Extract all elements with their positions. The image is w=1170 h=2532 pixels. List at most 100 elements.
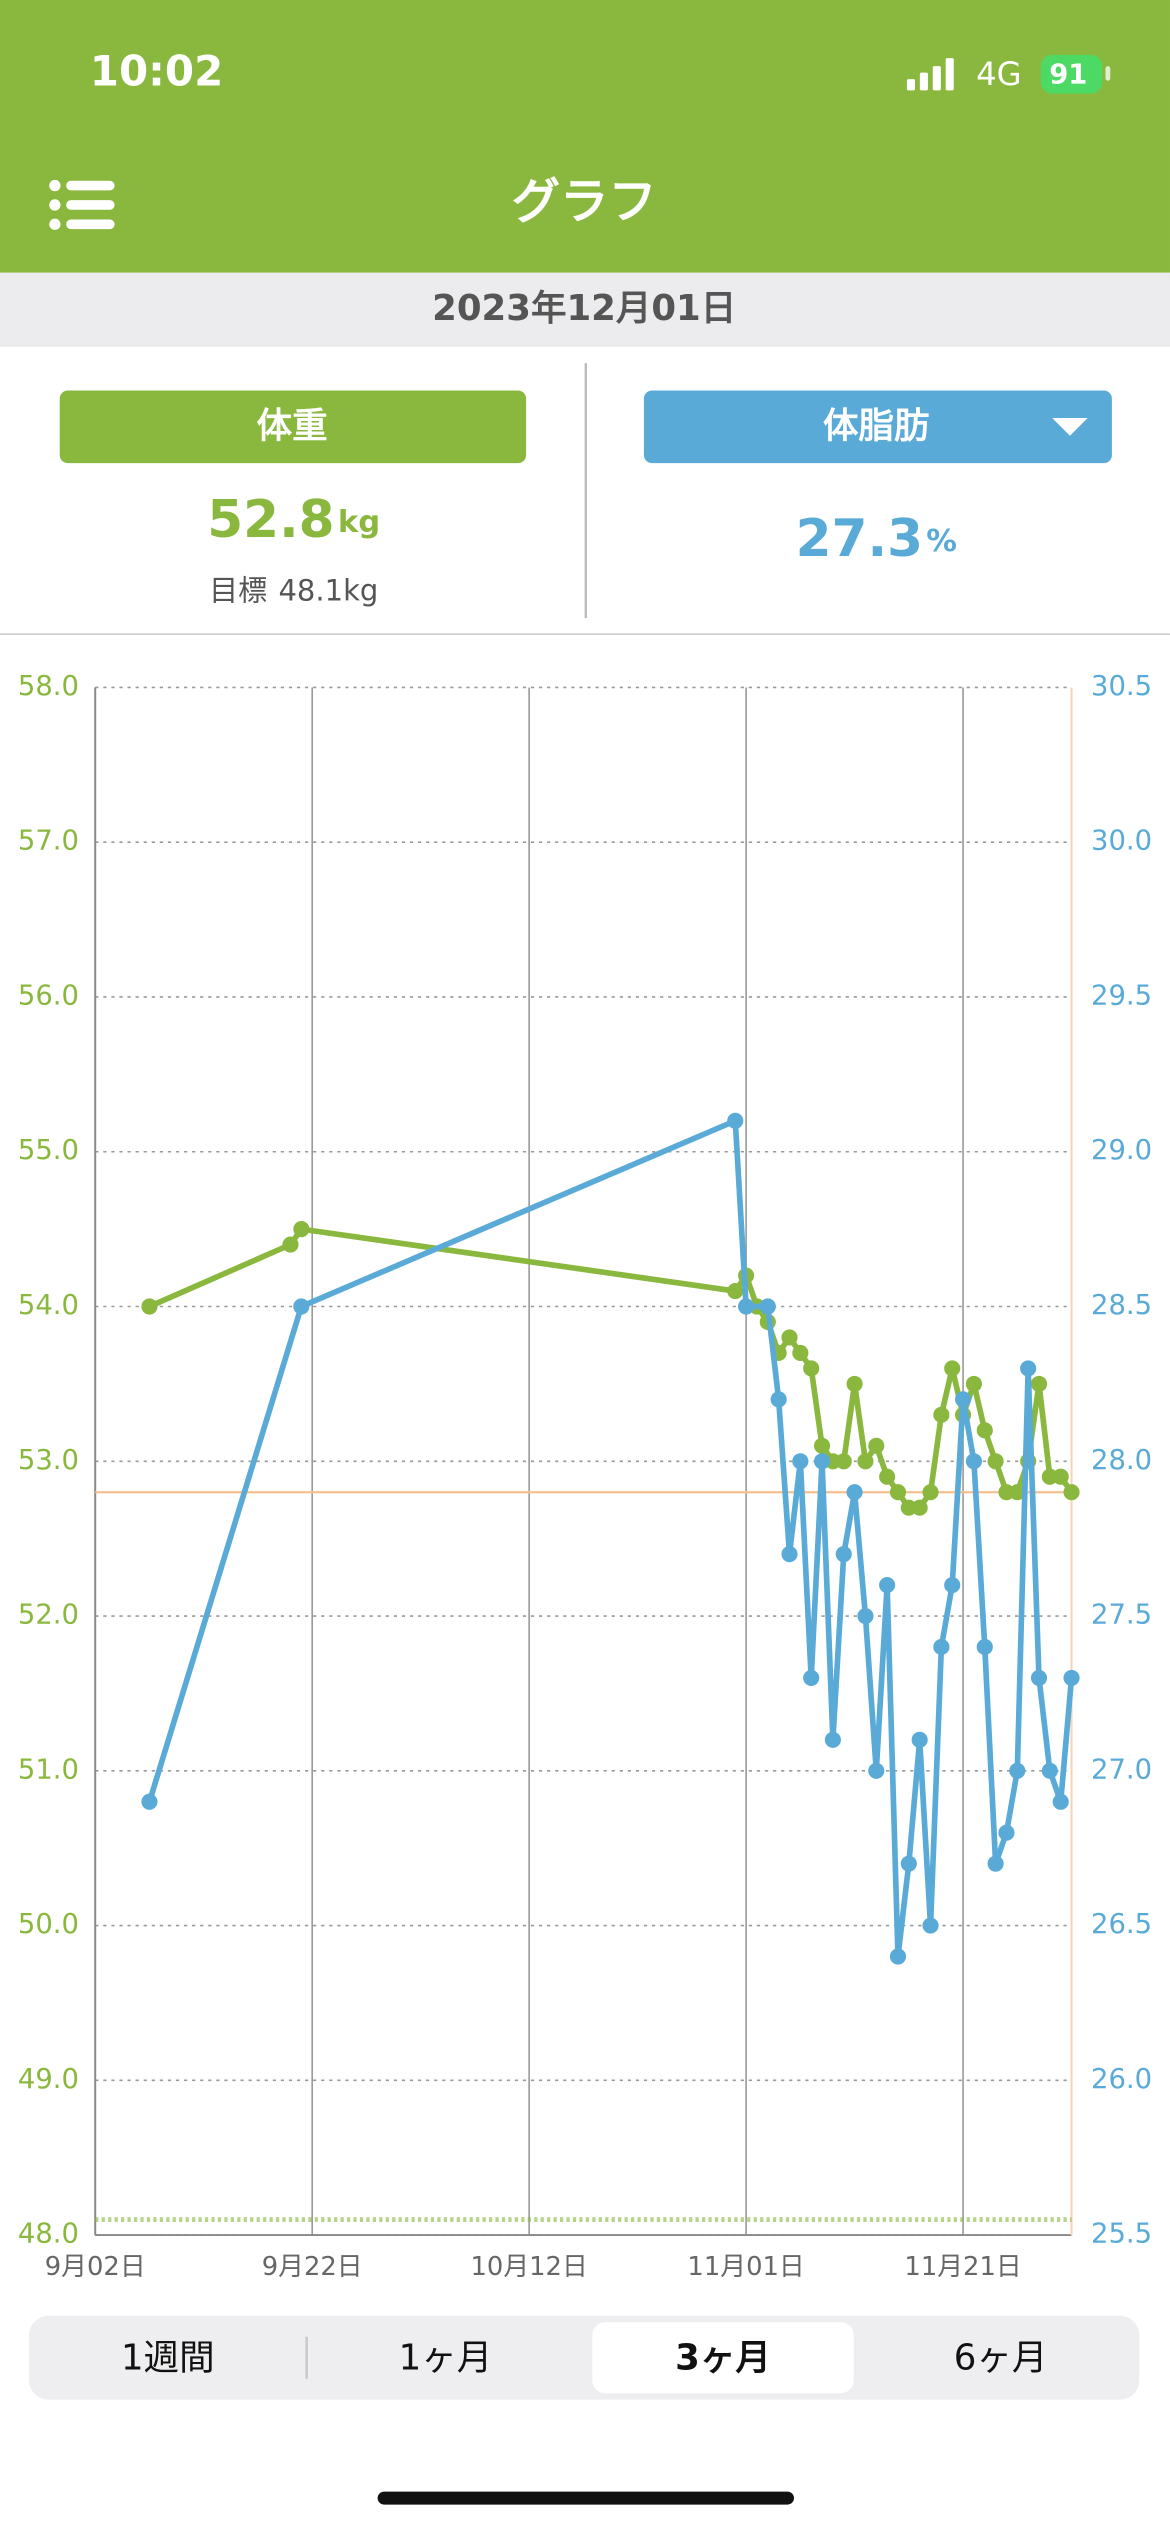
data-point bbox=[824, 1731, 841, 1748]
data-point bbox=[835, 1453, 852, 1470]
data-point bbox=[976, 1422, 993, 1439]
data-point bbox=[792, 1344, 809, 1362]
data-point bbox=[955, 1391, 972, 1408]
weight-button-bg bbox=[59, 390, 527, 464]
data-point bbox=[911, 1499, 928, 1516]
y-tick-label: 58.0 bbox=[18, 671, 79, 702]
tab-group: 1週間 1ヶ月 3ヶ月 6ヶ月 bbox=[121, 2322, 1048, 2394]
data-point bbox=[770, 1391, 787, 1408]
y-tick-label: 54.0 bbox=[18, 1290, 79, 1321]
data-point bbox=[922, 1917, 939, 1934]
fat-unit: % bbox=[926, 524, 957, 559]
data-point bbox=[781, 1546, 798, 1563]
battery-tip bbox=[1105, 66, 1111, 81]
fat-value: 27.3 bbox=[796, 509, 923, 569]
header-bar bbox=[0, 0, 1170, 273]
data-point bbox=[1063, 1669, 1080, 1686]
y-tick-label: 55.0 bbox=[18, 1135, 79, 1166]
y2-tick-label: 29.5 bbox=[1091, 980, 1152, 1011]
signal-icon bbox=[906, 58, 954, 91]
y2-tick-label: 30.5 bbox=[1091, 671, 1152, 702]
data-point bbox=[141, 1298, 158, 1315]
x-tick-label: 11月21日 bbox=[904, 2252, 1021, 2282]
data-point bbox=[911, 1731, 928, 1748]
data-point bbox=[987, 1855, 1004, 1872]
y-tick-label: 49.0 bbox=[18, 2064, 79, 2095]
data-point bbox=[738, 1298, 755, 1315]
battery-level: 91 bbox=[1049, 59, 1087, 90]
series-line bbox=[148, 1226, 1074, 1511]
data-point bbox=[1009, 1762, 1026, 1779]
data-point bbox=[857, 1607, 874, 1625]
data-point bbox=[868, 1437, 885, 1454]
y-tick-label: 57.0 bbox=[18, 826, 79, 857]
y-tick-label: 52.0 bbox=[18, 1600, 79, 1631]
fat-button-bg bbox=[643, 390, 1112, 464]
data-point bbox=[868, 1762, 885, 1779]
fat-selector[interactable]: 体脂肪 bbox=[643, 390, 1112, 464]
battery-icon bbox=[1040, 54, 1103, 94]
current-date: 2023年12月01日 bbox=[432, 288, 736, 329]
data-point bbox=[141, 1793, 158, 1810]
data-point bbox=[781, 1329, 798, 1346]
chart: 9月02日 9月22日 10月12日 11月01日 11月21日 48.0 49.0 50.0… bbox=[18, 671, 1152, 2282]
y2-tick-label: 26.0 bbox=[1091, 2064, 1152, 2095]
data-point bbox=[1041, 1762, 1058, 1779]
weight-button[interactable]: 体重 bbox=[59, 390, 527, 464]
tab[interactable]: 3ヶ月 bbox=[675, 2337, 771, 2378]
y2-tick-label: 29.0 bbox=[1091, 1135, 1152, 1166]
data-point bbox=[889, 1948, 907, 1965]
fat-button-label: 体脂肪 bbox=[823, 406, 930, 447]
data-point bbox=[922, 1484, 939, 1501]
goal-unit: kg bbox=[343, 573, 378, 607]
data-point bbox=[1063, 1484, 1080, 1501]
status-time: 10:02 bbox=[90, 47, 224, 96]
data-point bbox=[1052, 1468, 1069, 1485]
data-point bbox=[1052, 1793, 1069, 1810]
data-point bbox=[1030, 1669, 1048, 1686]
y2-tick-label: 27.0 bbox=[1091, 1754, 1152, 1785]
data-point bbox=[293, 1221, 310, 1238]
data-point bbox=[846, 1375, 863, 1392]
x-tick-label: 9月22日 bbox=[262, 2252, 363, 2282]
data-point bbox=[998, 1824, 1015, 1841]
weight-button-label: 体重 bbox=[257, 406, 328, 447]
data-point bbox=[944, 1577, 961, 1594]
y2-tick-label: 25.5 bbox=[1091, 2219, 1152, 2250]
data-point bbox=[792, 1453, 809, 1470]
y2-tick-label: 26.5 bbox=[1091, 1909, 1152, 1940]
y2-tick-label: 28.5 bbox=[1091, 1290, 1152, 1321]
data-point bbox=[1009, 1484, 1026, 1501]
data-point bbox=[1030, 1375, 1048, 1392]
page-title: グラフ bbox=[512, 174, 657, 230]
date-bar bbox=[0, 272, 1170, 347]
data-point bbox=[803, 1669, 820, 1686]
data-point bbox=[803, 1360, 820, 1377]
y2-tick-label: 28.0 bbox=[1091, 1445, 1152, 1476]
data-point bbox=[759, 1298, 776, 1315]
y2-tick-label: 27.5 bbox=[1091, 1600, 1152, 1631]
data-point bbox=[846, 1484, 863, 1501]
menu-button[interactable] bbox=[49, 179, 115, 230]
tab[interactable]: 6ヶ月 bbox=[954, 2337, 1048, 2378]
data-point bbox=[1020, 1360, 1037, 1377]
data-point bbox=[813, 1453, 831, 1470]
data-point bbox=[857, 1453, 874, 1470]
data-point bbox=[900, 1855, 917, 1872]
weight-unit: kg bbox=[338, 504, 380, 539]
y-tick-label: 50.0 bbox=[18, 1909, 79, 1940]
y-tick-label: 48.0 bbox=[18, 2219, 79, 2250]
weight-reading: 52.8 kg bbox=[207, 490, 380, 550]
home-indicator bbox=[377, 2491, 794, 2505]
y-tick-label: 51.0 bbox=[18, 1754, 79, 1785]
tab[interactable]: 1ヶ月 bbox=[399, 2337, 493, 2378]
data-point bbox=[879, 1577, 896, 1594]
weight-goal: 目標 48.1kg bbox=[209, 573, 378, 607]
data-point bbox=[889, 1484, 907, 1501]
goal-label: 目標 bbox=[209, 573, 267, 607]
data-point bbox=[987, 1453, 1004, 1470]
tab[interactable]: 1週間 bbox=[121, 2337, 215, 2378]
y-tick-label: 53.0 bbox=[18, 1445, 79, 1476]
x-tick-label: 11月01日 bbox=[687, 2252, 804, 2282]
